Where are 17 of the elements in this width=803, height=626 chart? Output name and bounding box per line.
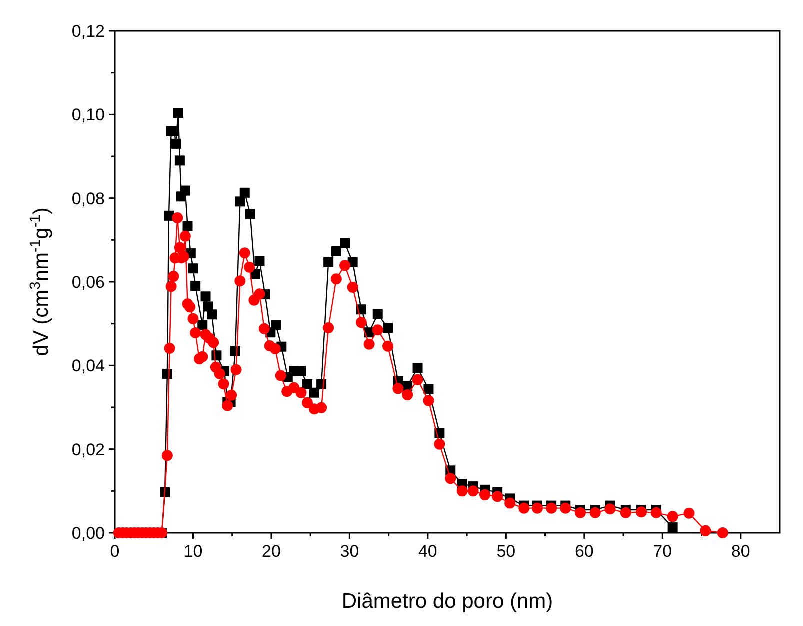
y-tick-label: 0,12 — [72, 22, 105, 41]
y-tick-label: 0,06 — [72, 273, 105, 292]
y-tick-label: 0,08 — [72, 189, 105, 208]
x-tick-label: 30 — [340, 542, 360, 561]
x-tick-label: 60 — [574, 542, 594, 561]
x-tick-label: 10 — [184, 542, 203, 561]
x-tick-label: 0 — [110, 542, 120, 561]
x-tick-label: 40 — [418, 542, 438, 561]
x-tick-label: 80 — [731, 542, 750, 561]
x-tick-label: 50 — [496, 542, 516, 561]
y-tick-label: 0,02 — [72, 440, 105, 460]
x-tick-label: 70 — [653, 542, 672, 561]
y-tick-label: 0,10 — [72, 106, 105, 125]
x-axis-title: Diâmetro do poro (nm) — [342, 590, 554, 613]
x-tick-label: 20 — [262, 542, 281, 561]
y-tick-label: 0,00 — [72, 524, 105, 543]
y-tick-label: 0,04 — [72, 356, 105, 376]
